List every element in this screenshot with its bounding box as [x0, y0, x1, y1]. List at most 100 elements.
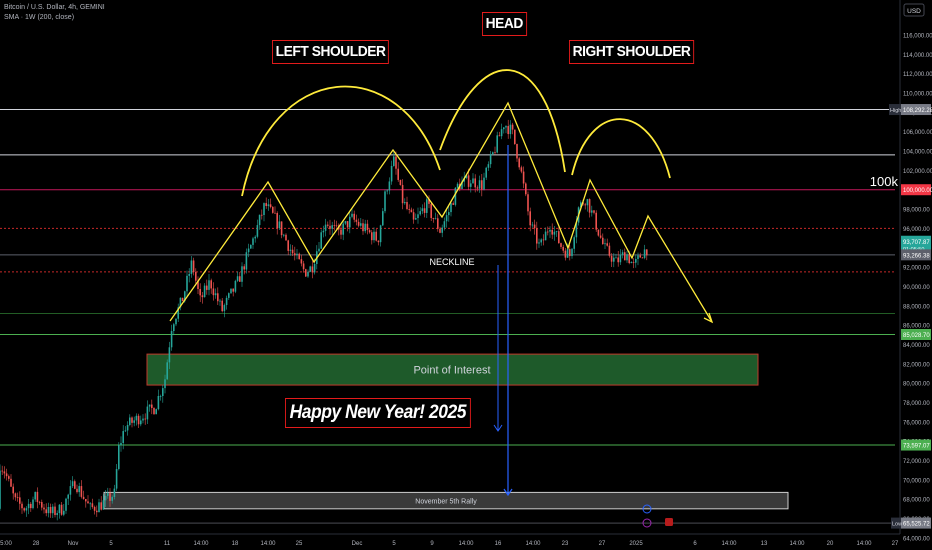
- candle-body: [221, 300, 223, 312]
- candle-body: [142, 418, 144, 421]
- candle-body: [19, 497, 21, 504]
- candle-body: [439, 228, 441, 233]
- candle-body: [430, 203, 432, 219]
- candle-body: [195, 272, 197, 281]
- candle-body: [349, 216, 351, 228]
- candle-body: [49, 506, 52, 514]
- candle-body: [283, 234, 285, 236]
- candle-body: [36, 491, 39, 502]
- candle-body: [0, 470, 1, 509]
- candle-body: [547, 231, 549, 233]
- candle-body: [250, 244, 252, 249]
- candle-body: [608, 245, 611, 256]
- candle-body: [377, 240, 380, 243]
- candle-body: [272, 207, 274, 213]
- candle-body: [311, 266, 314, 273]
- candle-body: [137, 415, 140, 425]
- neckline-label-bg: [426, 256, 478, 268]
- candle-body: [63, 510, 65, 515]
- price-tick-label: 88,000.00: [903, 304, 930, 310]
- candle-body: [181, 297, 184, 302]
- time-tick-label: 5: [392, 541, 396, 547]
- candle-body: [553, 231, 556, 235]
- candle-body: [397, 168, 399, 180]
- candle-body: [575, 222, 578, 238]
- candle-body: [115, 469, 118, 489]
- candle-body: [399, 179, 402, 185]
- time-tick-label: 25: [296, 541, 303, 547]
- candle-body: [98, 502, 100, 513]
- candle-body: [173, 324, 175, 332]
- candle-body: [404, 202, 406, 204]
- candle-body: [148, 404, 151, 407]
- candle-body: [307, 271, 309, 277]
- candle-body: [610, 255, 613, 262]
- indicator-title: SMA · 1W (200, close): [4, 14, 75, 21]
- candle-body: [298, 253, 300, 260]
- candle-body: [597, 229, 600, 236]
- candle-body: [276, 213, 278, 229]
- price-tick-label: 76,000.00: [903, 420, 930, 426]
- candle-body: [247, 248, 250, 253]
- candle-body: [124, 430, 127, 432]
- candle-body: [564, 250, 567, 258]
- candle-body: [294, 253, 296, 256]
- candle-body: [320, 232, 322, 249]
- candle-body: [584, 204, 586, 206]
- time-tick-label: 14:00: [260, 541, 276, 547]
- candle-body: [34, 491, 36, 500]
- candle-body: [384, 191, 386, 212]
- candle-body: [518, 158, 520, 168]
- candle-body: [551, 229, 553, 235]
- candle-body: [364, 223, 366, 232]
- candle-body: [503, 127, 505, 130]
- candle-body: [164, 379, 166, 389]
- candle-body: [388, 181, 391, 191]
- time-tick-label: 5: [109, 541, 113, 547]
- price-tick-label: 92,000.00: [903, 266, 930, 272]
- candle-body: [126, 424, 129, 431]
- candle-body: [410, 209, 413, 213]
- candle-body: [14, 493, 17, 498]
- candle-body: [443, 221, 446, 228]
- candle-body: [340, 229, 342, 235]
- candle-body: [186, 275, 188, 292]
- candle-body: [16, 497, 19, 499]
- candle-body: [445, 215, 448, 222]
- high-price-tag-bg: [901, 104, 931, 116]
- candle-body: [151, 404, 153, 408]
- time-tick-label: 27: [599, 541, 606, 547]
- time-tick-label: 6: [693, 541, 697, 547]
- candle-body: [421, 208, 424, 212]
- candle-body: [441, 227, 443, 233]
- candle-body: [527, 194, 529, 212]
- candle-body: [144, 418, 146, 420]
- time-tick-label: 14:00: [458, 541, 474, 547]
- candle-body: [201, 295, 204, 298]
- candle-body: [470, 183, 472, 187]
- candle-body: [452, 203, 454, 205]
- candle-body: [78, 486, 80, 493]
- candle-body: [355, 219, 358, 222]
- candle-body: [41, 502, 43, 508]
- candle-body: [122, 431, 124, 443]
- candle-body: [318, 248, 320, 252]
- candle-body: [10, 478, 12, 487]
- candle-body: [170, 331, 173, 348]
- candle-body: [3, 471, 6, 474]
- candle-body: [558, 231, 560, 244]
- candle-body: [107, 493, 109, 496]
- candle-body: [500, 129, 503, 137]
- candle-body: [93, 506, 96, 511]
- time-tick-label: 20: [827, 541, 834, 547]
- price-tick-label: 98,000.00: [903, 208, 930, 214]
- candle-body: [111, 497, 113, 501]
- candle-body: [102, 500, 105, 510]
- candle-body: [511, 124, 514, 130]
- candle-body: [300, 259, 303, 264]
- candle-body: [571, 248, 573, 257]
- projection-arrowhead: [703, 312, 714, 324]
- candle-body: [76, 488, 78, 493]
- sma-price-tag: 93,266.38: [903, 253, 930, 259]
